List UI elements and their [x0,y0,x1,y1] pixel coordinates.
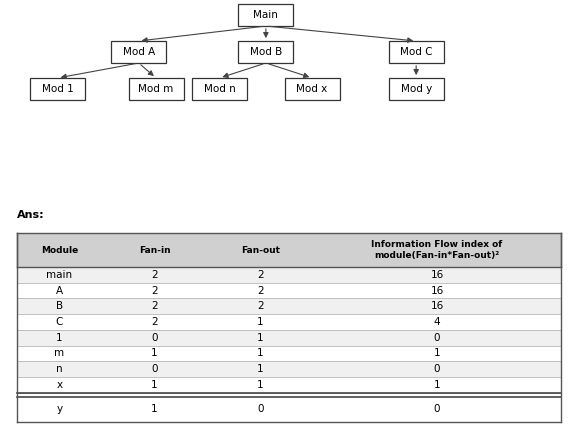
Bar [238,4,294,26]
Bar [17,267,102,283]
Text: Fan-out: Fan-out [241,245,280,255]
Text: 16: 16 [431,301,444,311]
Bar [388,78,444,100]
Bar [208,314,313,330]
Bar [208,298,313,314]
Text: Mod C: Mod C [400,47,432,57]
Bar [192,78,247,100]
Bar [313,298,561,314]
Bar [313,345,561,361]
Text: 0: 0 [151,364,158,374]
Text: 1: 1 [257,380,264,390]
Text: Fan-in: Fan-in [139,245,171,255]
Text: Mod n: Mod n [204,84,235,94]
Bar [128,78,184,100]
Text: 1: 1 [151,404,158,414]
Text: n: n [56,364,63,374]
Bar [313,233,561,267]
Bar [111,41,166,63]
Bar [17,283,102,298]
Text: 16: 16 [431,270,444,280]
Bar [102,345,208,361]
Text: 16: 16 [431,286,444,296]
Bar [208,283,313,298]
Text: 2: 2 [151,317,158,327]
Bar [17,377,102,392]
Bar [17,345,102,361]
Text: m: m [54,348,65,358]
Text: Ans:: Ans: [17,210,45,220]
Text: main: main [46,270,72,280]
Text: 0: 0 [434,404,440,414]
Bar [313,397,561,422]
Text: 1: 1 [257,317,264,327]
Bar [208,345,313,361]
Bar [313,377,561,392]
Text: 1: 1 [257,348,264,358]
Text: A: A [56,286,63,296]
Text: C: C [55,317,63,327]
Text: 4: 4 [434,317,440,327]
Bar [313,283,561,298]
Bar [17,298,102,314]
Text: Mod x: Mod x [297,84,328,94]
Text: 2: 2 [257,270,264,280]
Text: 1: 1 [257,333,264,343]
Bar [102,330,208,345]
Bar [102,283,208,298]
Bar [102,233,208,267]
Bar [284,78,340,100]
Text: Mod B: Mod B [250,47,282,57]
Text: 2: 2 [257,301,264,311]
Bar [102,267,208,283]
Bar [313,314,561,330]
Bar [17,361,102,377]
Text: Mod A: Mod A [123,47,155,57]
Text: 1: 1 [434,348,440,358]
Bar [102,361,208,377]
Text: 2: 2 [257,286,264,296]
Bar [102,397,208,422]
Text: 2: 2 [151,301,158,311]
Bar [102,377,208,392]
Text: 1: 1 [151,348,158,358]
Text: 0: 0 [257,404,264,414]
Text: 0: 0 [434,333,440,343]
Bar [208,330,313,345]
Bar [17,314,102,330]
Bar [17,233,102,267]
Text: 2: 2 [151,286,158,296]
Text: 1: 1 [257,364,264,374]
Bar [238,41,294,63]
Text: 1: 1 [56,333,63,343]
Bar [313,330,561,345]
Text: y: y [57,404,62,414]
Text: 1: 1 [434,380,440,390]
Bar [208,267,313,283]
Text: x: x [57,380,62,390]
Text: B: B [56,301,63,311]
Text: Mod y: Mod y [401,84,432,94]
Text: Mod 1: Mod 1 [42,84,73,94]
Bar [208,377,313,392]
Bar [208,397,313,422]
Text: 1: 1 [151,380,158,390]
Bar [30,78,86,100]
Bar [17,397,102,422]
Bar [313,267,561,283]
Bar [208,233,313,267]
Bar [208,361,313,377]
Text: 2: 2 [151,270,158,280]
Text: Mod m: Mod m [139,84,173,94]
Bar [102,314,208,330]
Bar [313,361,561,377]
Bar [17,330,102,345]
Text: Module: Module [41,245,78,255]
Text: 0: 0 [151,333,158,343]
Text: Information Flow index of
module(Fan-in*Fan-out)²: Information Flow index of module(Fan-in*… [372,241,503,260]
Bar [388,41,444,63]
Text: Main: Main [253,10,279,20]
Text: 0: 0 [434,364,440,374]
Bar [102,298,208,314]
